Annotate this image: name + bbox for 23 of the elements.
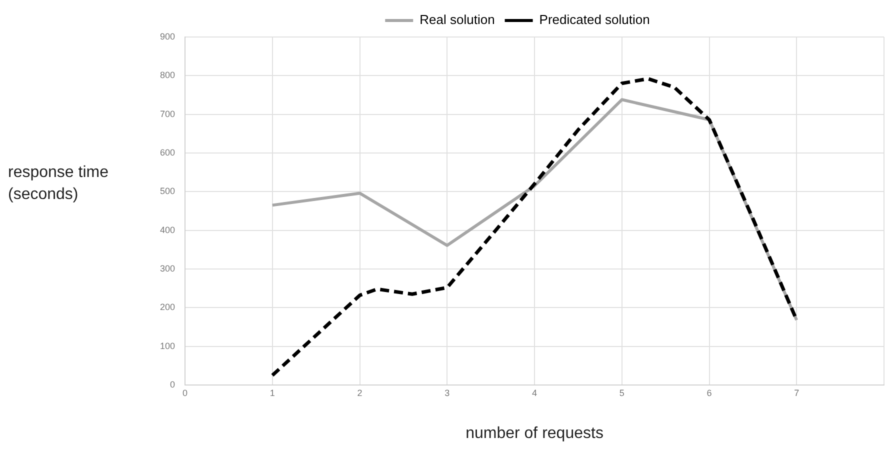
x-tick-label: 7 [794, 388, 800, 398]
x-tick-label: 3 [444, 388, 450, 398]
x-tick-label: 4 [532, 388, 538, 398]
y-tick-label: 100 [160, 340, 176, 351]
y-axis-title: response time (seconds) [8, 163, 110, 205]
y-tick-label: 200 [160, 302, 176, 312]
y-tick-label: 900 [160, 31, 176, 42]
x-tick-label: 1 [270, 388, 275, 398]
legend-label: Real solution [420, 12, 495, 28]
line-series [270, 77, 798, 378]
y-tick-label: 300 [160, 263, 176, 274]
y-tick-label: 0 [170, 379, 176, 390]
y-tick-label: 800 [160, 70, 176, 80]
x-tick-label: 5 [619, 388, 624, 398]
y-tick-label: 500 [160, 186, 176, 196]
y-tick-label: 700 [160, 108, 176, 119]
y-tick-label: 400 [160, 224, 176, 235]
x-axis-title: number of requests [466, 424, 604, 442]
x-tick-label: 6 [706, 388, 712, 398]
x-tick-label: 0 [182, 388, 188, 398]
y-tick-label: 600 [160, 147, 176, 158]
x-tick-label: 2 [357, 388, 362, 398]
legend-label: Predicated solution [539, 12, 650, 28]
